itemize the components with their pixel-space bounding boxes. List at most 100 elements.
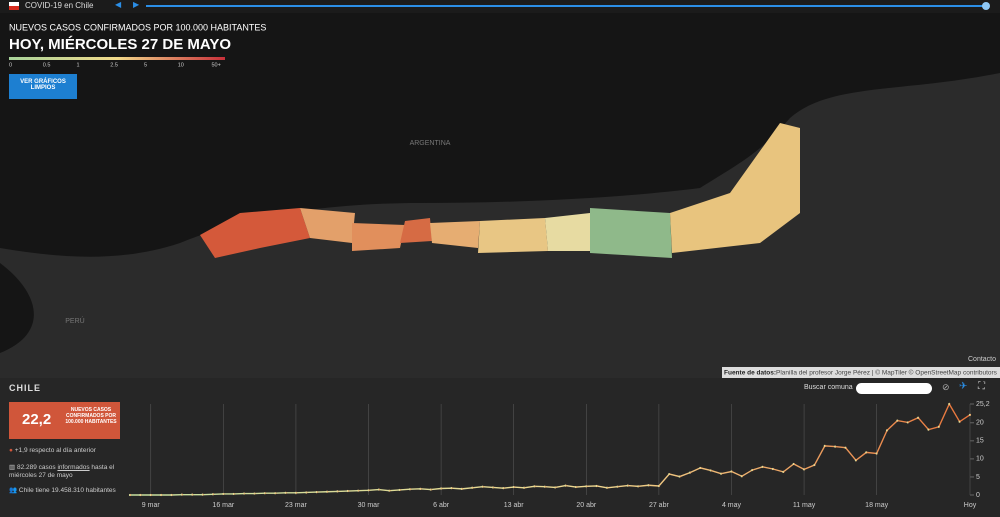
point — [274, 492, 277, 495]
x-tick-label: 18 may — [865, 502, 888, 509]
flight-icon[interactable]: ✈ — [959, 381, 968, 392]
point — [346, 489, 349, 493]
point — [377, 488, 380, 491]
point — [481, 485, 484, 488]
app-title: COVID-19 en Chile — [25, 1, 94, 10]
change-row: ● +1,9 respecto al día anterior — [9, 447, 96, 454]
legend-label: 10 — [178, 62, 184, 68]
point — [222, 492, 225, 496]
x-tick-label: 27 abr — [649, 502, 670, 509]
point — [139, 493, 142, 497]
x-tick-label: 30 mar — [358, 502, 380, 509]
slider-knob[interactable] — [982, 2, 990, 10]
legend-label: 0.5 — [43, 62, 51, 68]
region — [200, 208, 310, 258]
legend-scale — [9, 57, 225, 60]
point — [284, 491, 287, 494]
point — [948, 402, 951, 406]
point — [294, 491, 298, 494]
point — [657, 484, 660, 488]
y-tick-label: 0 — [976, 492, 980, 499]
point — [647, 484, 650, 487]
point — [678, 475, 681, 478]
change-text: +1,9 respecto al día anterior — [14, 447, 96, 454]
x-tick-label: 9 mar — [142, 502, 161, 509]
point — [730, 470, 733, 473]
point — [429, 488, 432, 491]
point — [263, 492, 266, 495]
search-label: Buscar comuna — [804, 384, 853, 391]
point — [854, 459, 858, 462]
point — [968, 413, 972, 416]
fullscreen-icon[interactable]: ⛶ — [978, 381, 985, 392]
flag-icon — [9, 2, 19, 10]
point — [170, 493, 173, 497]
toggle-icon[interactable]: ⊘ — [942, 382, 950, 392]
point — [865, 451, 868, 454]
clean-charts-button[interactable] — [9, 74, 77, 99]
metric-selector[interactable]: NUEVOS CASOS CONFIRMADOS POR 100.000 HAB… — [9, 22, 266, 32]
cases-row: ▥ 82.289 casos informados hasta el miérc… — [9, 464, 115, 479]
stat-value: 22,2 — [22, 411, 52, 428]
region — [670, 123, 800, 253]
point — [937, 425, 940, 428]
point — [211, 493, 215, 496]
attribution-box — [722, 367, 1000, 378]
regions — [200, 123, 800, 258]
button-label[interactable]: VER GRÁFICOS LIMPIOS — [20, 79, 66, 91]
point — [792, 462, 795, 466]
point — [398, 488, 401, 492]
point — [315, 491, 318, 494]
point — [616, 485, 619, 488]
next-button[interactable]: ▶ — [133, 0, 140, 9]
point — [585, 485, 588, 488]
point — [688, 471, 692, 474]
population-text: Chile tiene 19.458.310 habitantes — [18, 487, 116, 494]
point — [740, 475, 743, 478]
point — [491, 486, 495, 489]
point — [896, 419, 899, 422]
timeline-slider[interactable] — [146, 5, 986, 7]
point — [720, 472, 723, 475]
point — [802, 468, 806, 471]
point — [709, 469, 712, 472]
map: ARGENTINA PERÚ NUEVOS CASOS CONFIRMADOS … — [0, 13, 1000, 378]
land — [0, 263, 34, 353]
point — [502, 487, 505, 490]
point — [626, 484, 629, 487]
x-tick-label: 11 may — [793, 502, 816, 509]
point — [419, 487, 422, 490]
point — [522, 486, 526, 489]
point — [761, 465, 764, 468]
point — [844, 446, 847, 449]
y-tick-label: 10 — [976, 456, 984, 463]
point — [357, 489, 360, 492]
y-tick-label: 25,2 — [976, 401, 990, 408]
point — [906, 421, 909, 424]
point — [471, 486, 474, 489]
point — [885, 429, 889, 432]
legend-label: 50+ — [212, 62, 221, 68]
region — [545, 213, 590, 251]
stat-label: NUEVOS CASOS CONFIRMADOS POR 100.000 HAB… — [65, 407, 117, 425]
point — [668, 472, 671, 476]
point — [958, 420, 961, 423]
legend-label: 5 — [144, 62, 147, 68]
y-tick-label: 5 — [976, 474, 980, 481]
prev-button[interactable]: ◀ — [115, 0, 122, 9]
x-tick-label: 23 mar — [285, 502, 307, 509]
search-input[interactable] — [856, 383, 932, 394]
population-row: 👥 Chile tiene 19.458.310 habitantes — [9, 487, 116, 494]
cases-link[interactable]: informados — [57, 464, 90, 471]
point — [637, 485, 640, 488]
point — [232, 492, 235, 496]
cases-text: 82.289 casos — [16, 464, 56, 471]
point — [160, 493, 163, 497]
x-tick-label: 13 abr — [504, 502, 525, 509]
point — [875, 452, 878, 455]
map-label: PERÚ — [65, 316, 84, 325]
contact-link[interactable]: Contacto — [968, 356, 996, 363]
point — [149, 493, 152, 497]
